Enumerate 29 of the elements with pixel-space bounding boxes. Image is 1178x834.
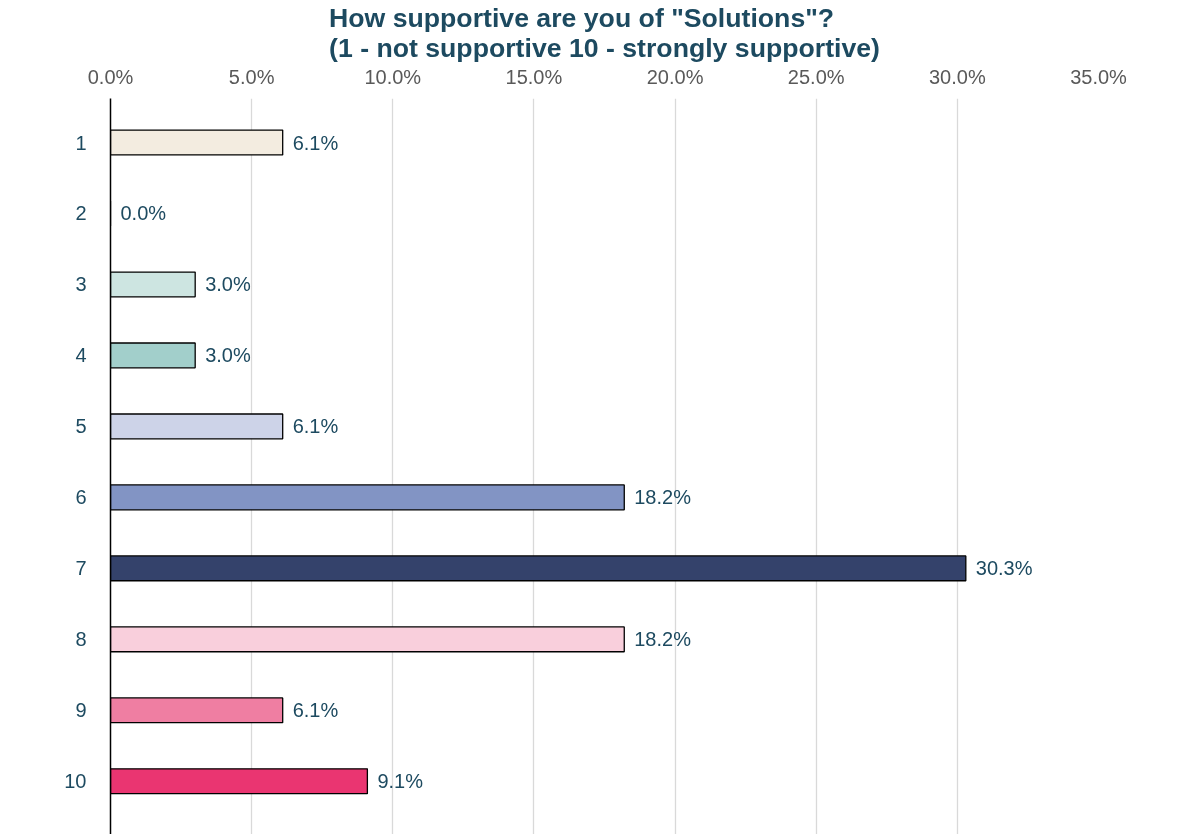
x-tick-label: 15.0% [505, 65, 563, 88]
x-tick-label: 20.0% [646, 65, 704, 88]
data-label: 6.1% [292, 699, 339, 722]
y-tick-label: 7 [75, 557, 87, 580]
x-tick-label: 30.0% [929, 65, 986, 88]
y-tick-label: 10 [64, 770, 87, 793]
data-label: 30.3% [975, 557, 1033, 580]
data-label: 18.2% [634, 486, 692, 509]
x-tick-label: 35.0% [1070, 65, 1128, 88]
y-tick-label: 8 [75, 628, 87, 651]
data-label: 18.2% [634, 628, 692, 651]
x-tick-label: 5.0% [228, 65, 275, 88]
y-tick-label: 5 [75, 415, 87, 438]
data-label: 9.1% [377, 770, 424, 793]
x-tick-label: 25.0% [787, 65, 845, 88]
y-tick-label: 2 [75, 202, 87, 225]
y-tick-label: 6 [75, 486, 87, 509]
x-tick-label: 10.0% [364, 65, 422, 88]
y-tick-label: 4 [75, 344, 87, 367]
y-tick-label: 1 [75, 131, 87, 154]
data-label: 6.1% [292, 415, 339, 438]
data-label: 3.0% [205, 273, 251, 296]
data-label: 6.1% [292, 131, 339, 154]
data-label: 0.0% [120, 202, 167, 225]
chart-title: How supportive are you of "Solutions"? (1 - not supportive 10 - strongly supportive) [329, 2, 880, 63]
data-label: 3.0% [205, 344, 251, 367]
y-tick-label: 9 [75, 699, 87, 722]
x-tick-label: 0.0% [87, 65, 134, 88]
y-tick-label: 3 [75, 273, 87, 296]
